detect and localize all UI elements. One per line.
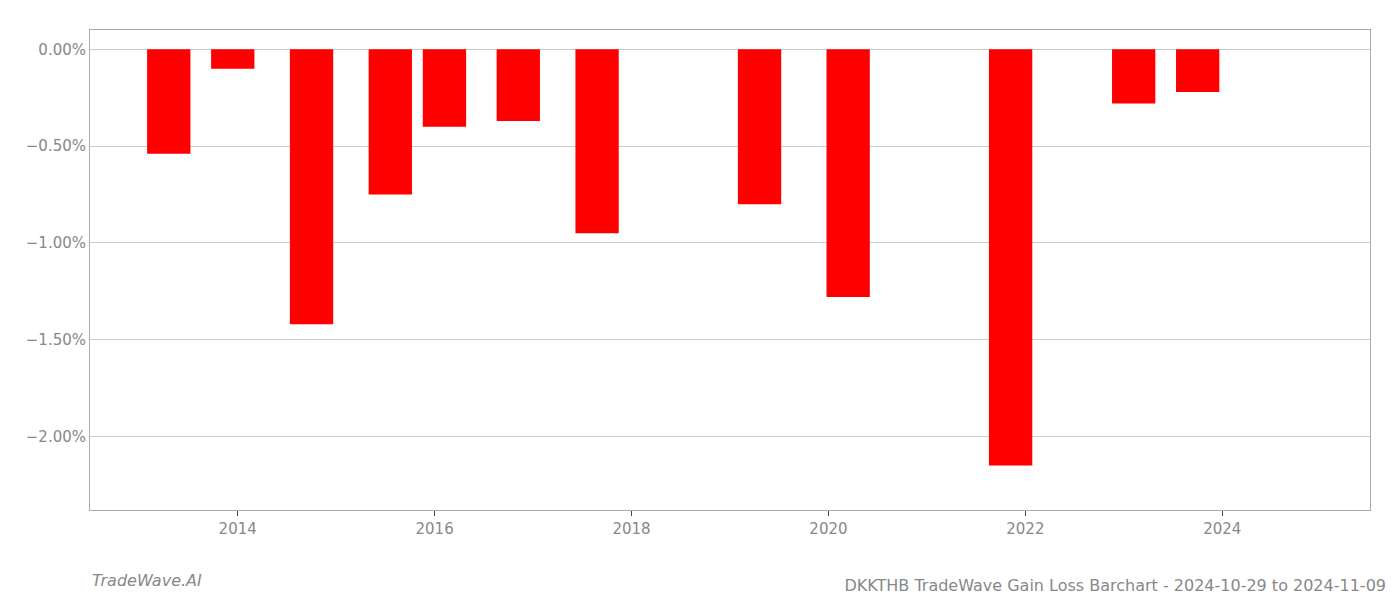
svg-text:−2.00%: −2.00%: [26, 428, 86, 446]
svg-text:2016: 2016: [416, 520, 454, 538]
svg-text:DKKTHB TradeWave Gain Loss Bar: DKKTHB TradeWave Gain Loss Barchart - 20…: [844, 576, 1386, 595]
svg-text:0.00%: 0.00%: [38, 41, 86, 59]
svg-text:TradeWave.AI: TradeWave.AI: [92, 571, 202, 590]
svg-text:2014: 2014: [219, 520, 257, 538]
svg-text:−0.50%: −0.50%: [26, 137, 86, 155]
svg-text:−1.50%: −1.50%: [26, 331, 86, 349]
svg-text:2022: 2022: [1006, 520, 1044, 538]
svg-text:2020: 2020: [809, 520, 847, 538]
svg-text:2018: 2018: [612, 520, 650, 538]
svg-text:2024: 2024: [1203, 520, 1241, 538]
svg-text:−1.00%: −1.00%: [26, 234, 86, 252]
